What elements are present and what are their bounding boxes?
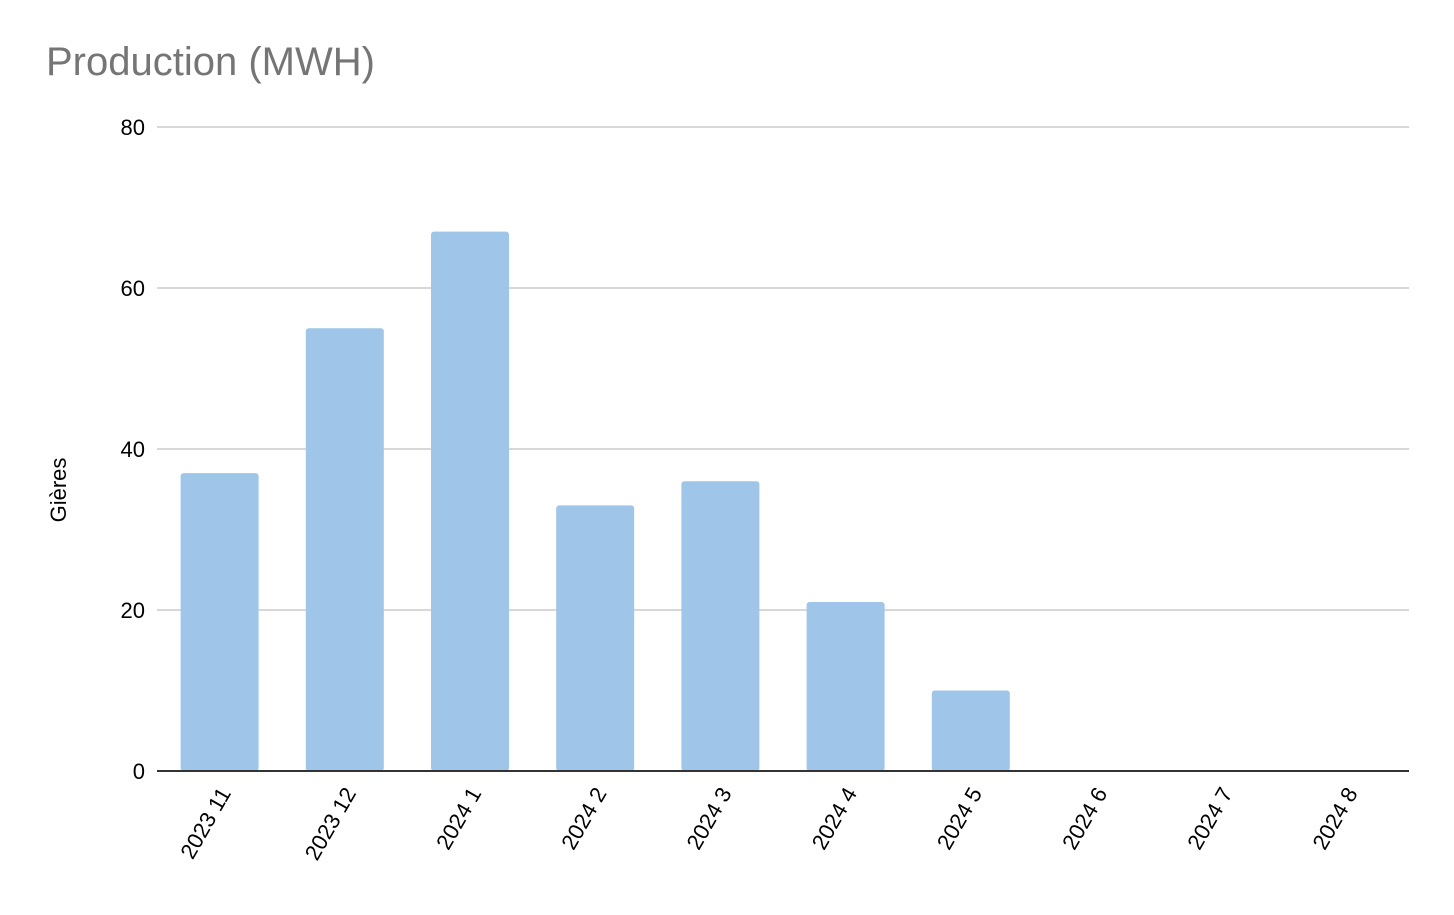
y-tick-labels: 0 20 40 60 80 xyxy=(121,115,145,784)
x-tick-label: 2024 7 xyxy=(1182,783,1237,854)
bar xyxy=(931,690,1010,771)
x-tick-label: 2023 12 xyxy=(300,783,361,864)
x-tick-label: 2024 8 xyxy=(1307,783,1362,854)
x-tick-labels: 2023 11 2023 12 2024 1 2024 2 2024 3 2024 4 20… xyxy=(175,783,1362,864)
y-tick-label: 0 xyxy=(133,759,145,784)
x-tick-label: 2024 3 xyxy=(681,783,736,854)
y-tick-label: 60 xyxy=(121,276,145,301)
chart-title: Production (MWH) xyxy=(46,40,375,84)
x-tick-label: 2023 11 xyxy=(175,783,236,863)
bar xyxy=(806,601,885,771)
y-tick-label: 20 xyxy=(121,598,145,623)
bars xyxy=(180,231,1010,771)
x-tick-label: 2024 2 xyxy=(556,783,611,854)
bar xyxy=(305,328,384,771)
y-tick-label: 80 xyxy=(121,115,145,140)
y-axis-label: Gières xyxy=(46,458,71,523)
x-tick-label: 2024 6 xyxy=(1057,783,1112,854)
bar xyxy=(180,473,259,771)
bar xyxy=(681,481,760,771)
x-tick-label: 2024 1 xyxy=(431,783,486,854)
y-tick-label: 40 xyxy=(121,437,145,462)
x-tick-label: 2024 5 xyxy=(932,783,987,854)
x-tick-label: 2024 4 xyxy=(807,783,862,854)
bar xyxy=(431,231,509,771)
bar xyxy=(556,505,635,771)
